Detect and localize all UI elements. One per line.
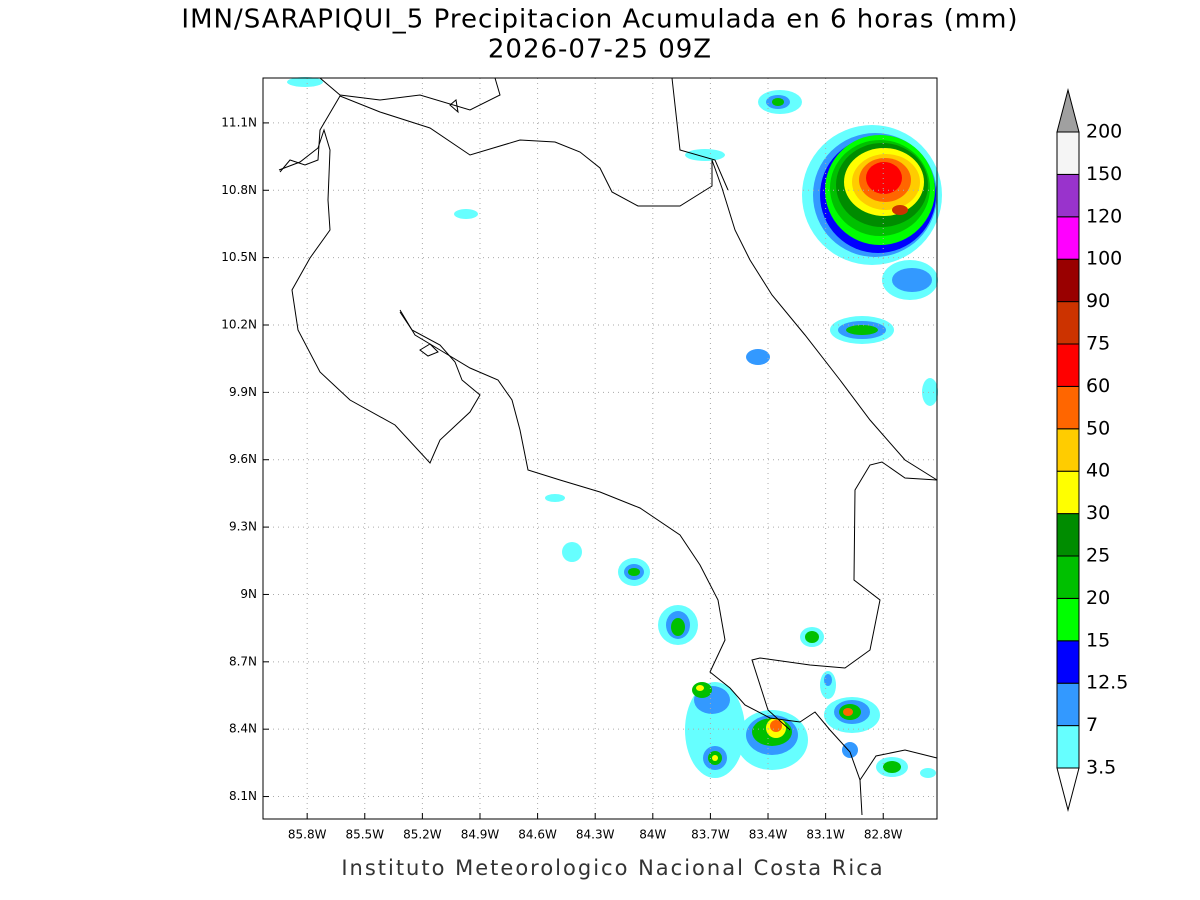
- colorbar-label: 40: [1086, 460, 1110, 482]
- subtitle: 2026-07-25 09Z: [488, 35, 712, 65]
- x-tick-label: 84.6W: [518, 828, 557, 842]
- colorbar-label: 12.5: [1086, 672, 1128, 694]
- axes: 85.8W 85.5W 85.2W 84.9W 84.6W 84.3W 84W 83.7W 83…: [221, 115, 902, 841]
- y-tick-label: 9.3N: [229, 520, 257, 534]
- colorbar-label: 120: [1086, 205, 1122, 227]
- colorbar-under: [1056, 767, 1080, 812]
- colorbar-label: 7: [1086, 714, 1098, 736]
- colorbar-segment: [1056, 258, 1080, 303]
- x-tick-label: 84.9W: [461, 828, 500, 842]
- colorbar-label: 90: [1086, 290, 1110, 312]
- x-tick-label: 83.4W: [749, 828, 788, 842]
- colorbar-label: 20: [1086, 587, 1110, 609]
- colorbar-segment: [1056, 385, 1080, 430]
- colorbar-segment: [1056, 470, 1080, 515]
- colorbar-segment: [1056, 301, 1080, 345]
- colorbar-label: 200: [1086, 121, 1122, 143]
- y-tick-label: 9.6N: [229, 452, 257, 466]
- colorbar-segment: [1056, 513, 1080, 557]
- colorbar-segment: [1056, 555, 1080, 599]
- x-tick-label: 83.1W: [806, 828, 845, 842]
- y-tick-label: 11.1N: [221, 115, 257, 129]
- x-tick-label: 83.7W: [691, 828, 730, 842]
- x-tick-label: 84.3W: [576, 828, 615, 842]
- y-tick-label: 8.4N: [229, 722, 257, 736]
- colorbar-label: 25: [1086, 545, 1110, 567]
- footer: Instituto Meteorologico Nacional Costa R…: [341, 856, 884, 880]
- x-tick-label: 85.2W: [403, 828, 442, 842]
- grid: [263, 78, 937, 819]
- colorbar-segment: [1056, 131, 1080, 175]
- colorbar-label: 100: [1086, 248, 1122, 270]
- colorbar-label: 75: [1086, 333, 1110, 355]
- colorbar-segment: [1056, 682, 1080, 727]
- y-tick-label: 10.8N: [221, 183, 257, 197]
- colorbar-label: 3.5: [1086, 757, 1116, 779]
- x-tick-label: 82.8W: [864, 828, 903, 842]
- colorbar-segment: [1056, 216, 1080, 260]
- x-tick-label: 84W: [639, 828, 666, 842]
- colorbar-label: 150: [1086, 163, 1122, 185]
- coastline: [278, 77, 938, 816]
- colorbar-segment: [1056, 597, 1080, 642]
- colorbar-label: 50: [1086, 417, 1110, 439]
- colorbar-label: 30: [1086, 502, 1110, 524]
- x-tick-label: 85.5W: [345, 828, 384, 842]
- y-tick-label: 9N: [240, 587, 257, 601]
- colorbar-segment: [1056, 173, 1080, 218]
- y-tick-label: 10.5N: [221, 250, 257, 264]
- y-tick-label: 8.7N: [229, 654, 257, 668]
- y-tick-label: 8.1N: [229, 789, 257, 803]
- y-tick-label: 9.9N: [229, 385, 257, 399]
- colorbar-segment: [1056, 640, 1080, 684]
- precipitation-field: [287, 77, 942, 778]
- map-frame: [262, 77, 938, 820]
- colorbar-segment: [1056, 428, 1080, 472]
- colorbar-label: 15: [1086, 629, 1110, 651]
- colorbar-label: 60: [1086, 375, 1110, 397]
- colorbar-segment: [1056, 725, 1080, 769]
- colorbar-over: [1056, 88, 1080, 133]
- y-tick-label: 10.2N: [221, 318, 257, 332]
- colorbar: 3.5 7 12.5 15 20 25 30 40 50 60 75 90 100 120 150 200: [1056, 88, 1128, 812]
- title: IMN/SARAPIQUI_5 Precipitacion Acumulada …: [181, 5, 1018, 35]
- x-tick-label: 85.8W: [288, 828, 327, 842]
- colorbar-segment: [1056, 343, 1080, 387]
